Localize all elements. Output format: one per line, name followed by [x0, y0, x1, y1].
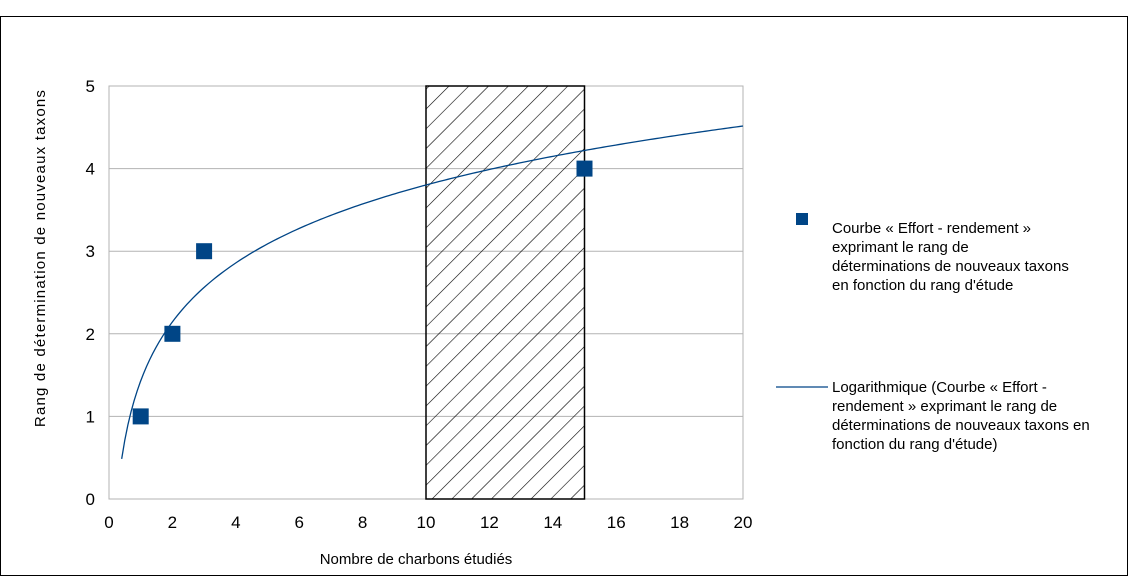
x-tick-label: 20 — [734, 513, 753, 532]
points-group — [132, 160, 593, 425]
x-tick-label: 0 — [104, 513, 113, 532]
y-tick-label: 0 — [86, 490, 95, 509]
data-point — [196, 243, 213, 260]
x-axis-label: Nombre de charbons étudiés — [320, 551, 513, 568]
x-tick-label: 8 — [358, 513, 367, 532]
hatched-region-group — [425, 85, 586, 500]
x-tick-label: 14 — [543, 513, 562, 532]
y-tick-label: 4 — [86, 160, 95, 179]
x-tick-labels: 0 2 4 6 8 10 12 14 16 18 20 — [104, 513, 752, 532]
data-point — [132, 408, 149, 425]
legend-marker-square — [796, 213, 808, 225]
y-tick-label: 5 — [86, 77, 95, 96]
legend-entry-points-label: Courbe « Effort - rendement » exprimant … — [832, 220, 1069, 294]
y-tick-label: 3 — [86, 242, 95, 261]
x-tick-label: 4 — [231, 513, 240, 532]
trendline — [121, 125, 744, 459]
x-tick-label: 10 — [417, 513, 436, 532]
legend — [776, 213, 828, 388]
x-tick-label: 2 — [168, 513, 177, 532]
data-point — [164, 325, 181, 342]
trendline-group — [121, 125, 744, 459]
legend-entry-trendline-label: Logarithmique (Courbe « Effort - rendeme… — [832, 379, 1090, 453]
x-tick-label: 16 — [607, 513, 626, 532]
hatched-region — [425, 85, 586, 500]
data-point — [576, 160, 593, 177]
y-tick-labels: 0 1 2 3 4 5 — [86, 77, 95, 509]
y-tick-label: 1 — [86, 407, 95, 426]
x-tick-label: 18 — [670, 513, 689, 532]
x-tick-label: 6 — [294, 513, 303, 532]
y-axis-label: Rang de détermination de nouveaux taxons — [32, 89, 49, 427]
x-tick-label: 12 — [480, 513, 499, 532]
y-tick-label: 2 — [86, 325, 95, 344]
